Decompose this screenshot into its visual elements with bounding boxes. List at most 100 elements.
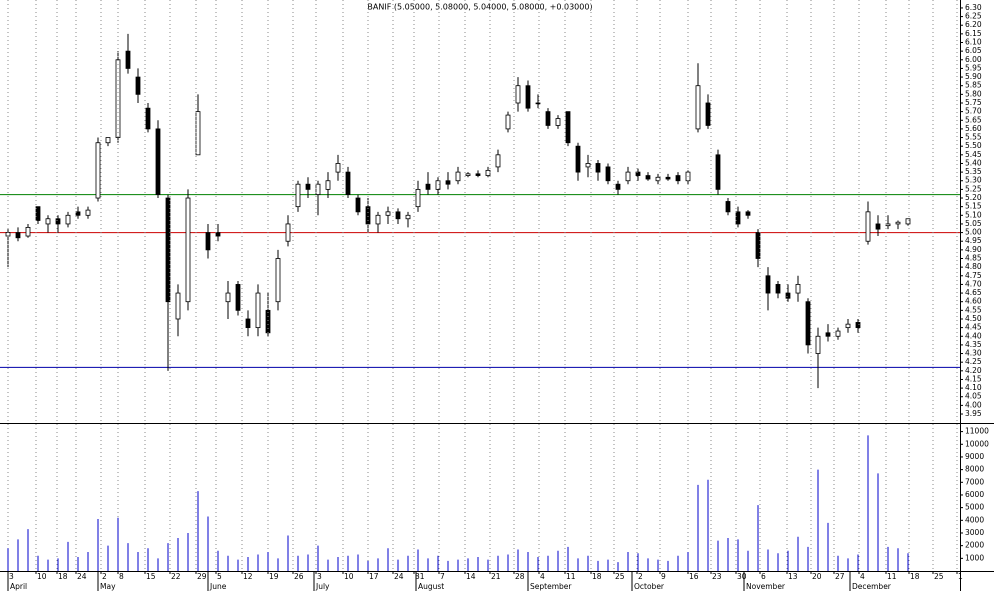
candle-body [565, 111, 571, 144]
x-tick-label: 15 [146, 572, 156, 581]
candle-body [205, 232, 211, 251]
candle-body [135, 76, 141, 95]
candle-body [415, 188, 421, 208]
candle-body [615, 183, 621, 190]
y-tick-label: 4000 [965, 515, 984, 524]
x-tick-label: 16 [689, 572, 699, 581]
month-label: October [634, 582, 665, 591]
y-tick-label: 6.15 [965, 29, 982, 38]
y-tick-label: 5000 [965, 503, 984, 512]
candle-body [35, 206, 41, 221]
y-tick-label: 6.20 [965, 20, 982, 29]
candle-body [815, 335, 821, 354]
y-tick-label: 4.95 [965, 236, 982, 245]
candle-body [395, 211, 401, 220]
y-tick-label: 4.30 [965, 349, 982, 358]
candle-body [445, 180, 451, 185]
candle-body [75, 211, 81, 216]
candle-body [425, 183, 431, 190]
x-tick-label: 2 [102, 572, 107, 581]
x-tick-label: 2 [638, 572, 643, 581]
y-tick-label: 5.25 [965, 184, 982, 193]
y-tick-label: 4.70 [965, 279, 982, 288]
x-tick-label: 28 [515, 572, 525, 581]
x-tick-label: 3 [317, 572, 322, 581]
candle-body [755, 232, 761, 259]
candle-body [225, 292, 231, 303]
y-tick-label: 5.80 [965, 89, 982, 98]
x-tick-label: 31 [415, 572, 425, 581]
x-tick-label: 22 [171, 572, 181, 581]
y-tick-label: 4.05 [965, 392, 982, 401]
candle-body [475, 173, 481, 176]
x-tick-label: 4 [540, 572, 545, 581]
y-tick-label: 5.95 [965, 63, 982, 72]
x-tick-label: 25 [615, 572, 625, 581]
month-label: June [209, 582, 227, 591]
candle-body [55, 218, 61, 225]
candle-body [455, 171, 461, 182]
y-tick-label: 5.55 [965, 133, 982, 142]
y-tick-label: 6.10 [965, 38, 982, 47]
candle-body [275, 258, 281, 303]
candle-body [105, 137, 111, 144]
x-tick-label: 12 [243, 572, 253, 581]
y-tick-label: 6.05 [965, 46, 982, 55]
candle-body [535, 102, 541, 105]
candle-body [115, 59, 121, 138]
month-label: May [100, 582, 116, 591]
x-tick-label: 18 [58, 572, 68, 581]
y-tick-label: 5.05 [965, 219, 982, 228]
month-label: July [315, 582, 330, 591]
x-tick-label: 27 [835, 572, 845, 581]
y-tick-label: 3000 [965, 528, 984, 537]
candle-body [305, 183, 311, 190]
y-tick-label: 11000 [965, 427, 989, 436]
y-tick-label: 4.10 [965, 383, 982, 392]
candle-body [355, 197, 361, 213]
y-tick-label: 9000 [965, 452, 984, 461]
candle-body [85, 209, 91, 216]
x-tick-label: 13 [788, 572, 798, 581]
x-tick-label: 25 [934, 572, 944, 581]
chart-title: BANIF (5.05000, 5.08000, 5.04000, 5.0800… [367, 3, 592, 12]
candle-body [145, 107, 151, 130]
candle-body [15, 232, 21, 239]
y-tick-label: 5.90 [965, 72, 982, 81]
x-tick-label: 23 [712, 572, 722, 581]
candle-body [285, 223, 291, 242]
candle-body [585, 163, 591, 168]
y-tick-label: 4.80 [965, 262, 982, 271]
x-tick-label: 19 [269, 572, 279, 581]
candle-body [515, 85, 521, 104]
candle-body [485, 169, 491, 176]
candle-body [735, 211, 741, 225]
candle-body [155, 128, 161, 195]
y-tick-label: 5.45 [965, 150, 982, 159]
candle-body [435, 180, 441, 190]
y-tick-label: 6.00 [965, 55, 982, 64]
candle-body [775, 284, 781, 294]
month-label: August [418, 582, 444, 591]
y-tick-label: 4.55 [965, 305, 982, 314]
candle-body [265, 309, 271, 334]
x-tick-label: 5 [217, 572, 222, 581]
candle-body [175, 292, 181, 320]
candle-body [865, 211, 871, 242]
candle-body [805, 301, 811, 346]
y-tick-label: 4.35 [965, 340, 982, 349]
y-tick-label: 4.90 [965, 245, 982, 254]
x-tick-label: 14 [466, 572, 476, 581]
candle-body [495, 154, 501, 168]
y-tick-label: 5.10 [965, 210, 982, 219]
candle-body [695, 85, 701, 130]
y-tick-label: 6.30 [965, 3, 982, 12]
candle-body [875, 223, 881, 230]
x-tick-label: 30 [737, 572, 747, 581]
candle-body [405, 214, 411, 220]
y-tick-label: 4.20 [965, 366, 982, 375]
y-tick-label: 2000 [965, 541, 984, 550]
candle-body [895, 221, 901, 225]
